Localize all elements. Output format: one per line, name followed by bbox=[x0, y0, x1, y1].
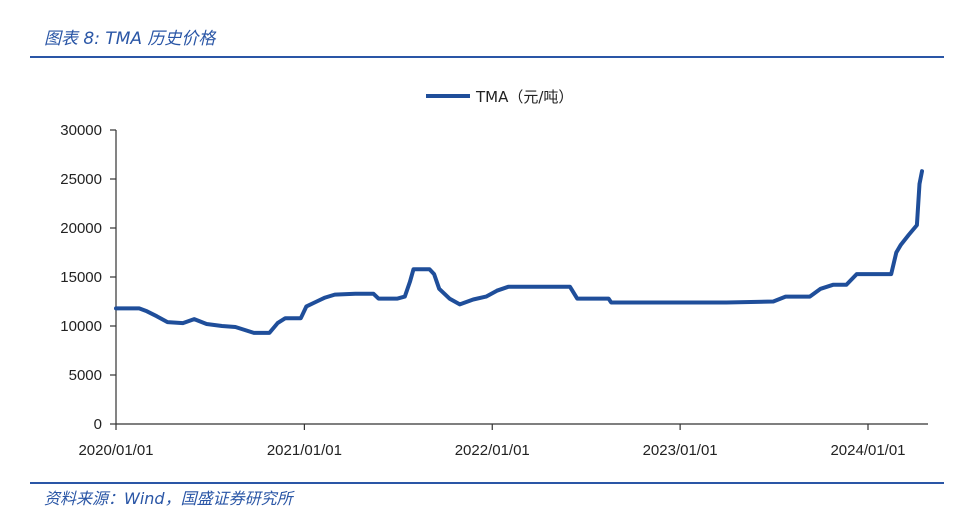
y-tick-label: 30000 bbox=[60, 122, 102, 139]
source-note: 资料来源：Wind，国盛证券研究所 bbox=[44, 489, 293, 508]
figure-title: 图表 8: TMA 历史价格 bbox=[44, 29, 216, 49]
x-tick-label: 2023/01/01 bbox=[643, 442, 718, 459]
series-line-tma bbox=[114, 169, 924, 335]
x-tick-label: 2020/01/01 bbox=[78, 442, 153, 459]
chart-axes: 0 5000 10000 15000 20000 25000 30000 2020/01/01… bbox=[60, 122, 928, 459]
legend-label: TMA（元/吨） bbox=[475, 88, 573, 106]
x-tick-label: 2024/01/01 bbox=[830, 442, 905, 459]
chart-legend: TMA（元/吨） bbox=[426, 88, 573, 106]
y-tick-label: 0 bbox=[94, 416, 102, 433]
y-tick-label: 10000 bbox=[60, 318, 102, 335]
y-tick-label: 25000 bbox=[60, 171, 102, 188]
plot-area bbox=[114, 169, 924, 335]
x-tick-label: 2021/01/01 bbox=[267, 442, 342, 459]
source-divider bbox=[30, 482, 944, 484]
y-tick-label: 15000 bbox=[60, 269, 102, 286]
y-tick-label: 20000 bbox=[60, 220, 102, 237]
x-tick-label: 2022/01/01 bbox=[455, 442, 530, 459]
title-divider bbox=[30, 56, 944, 58]
y-tick-label: 5000 bbox=[69, 367, 102, 384]
